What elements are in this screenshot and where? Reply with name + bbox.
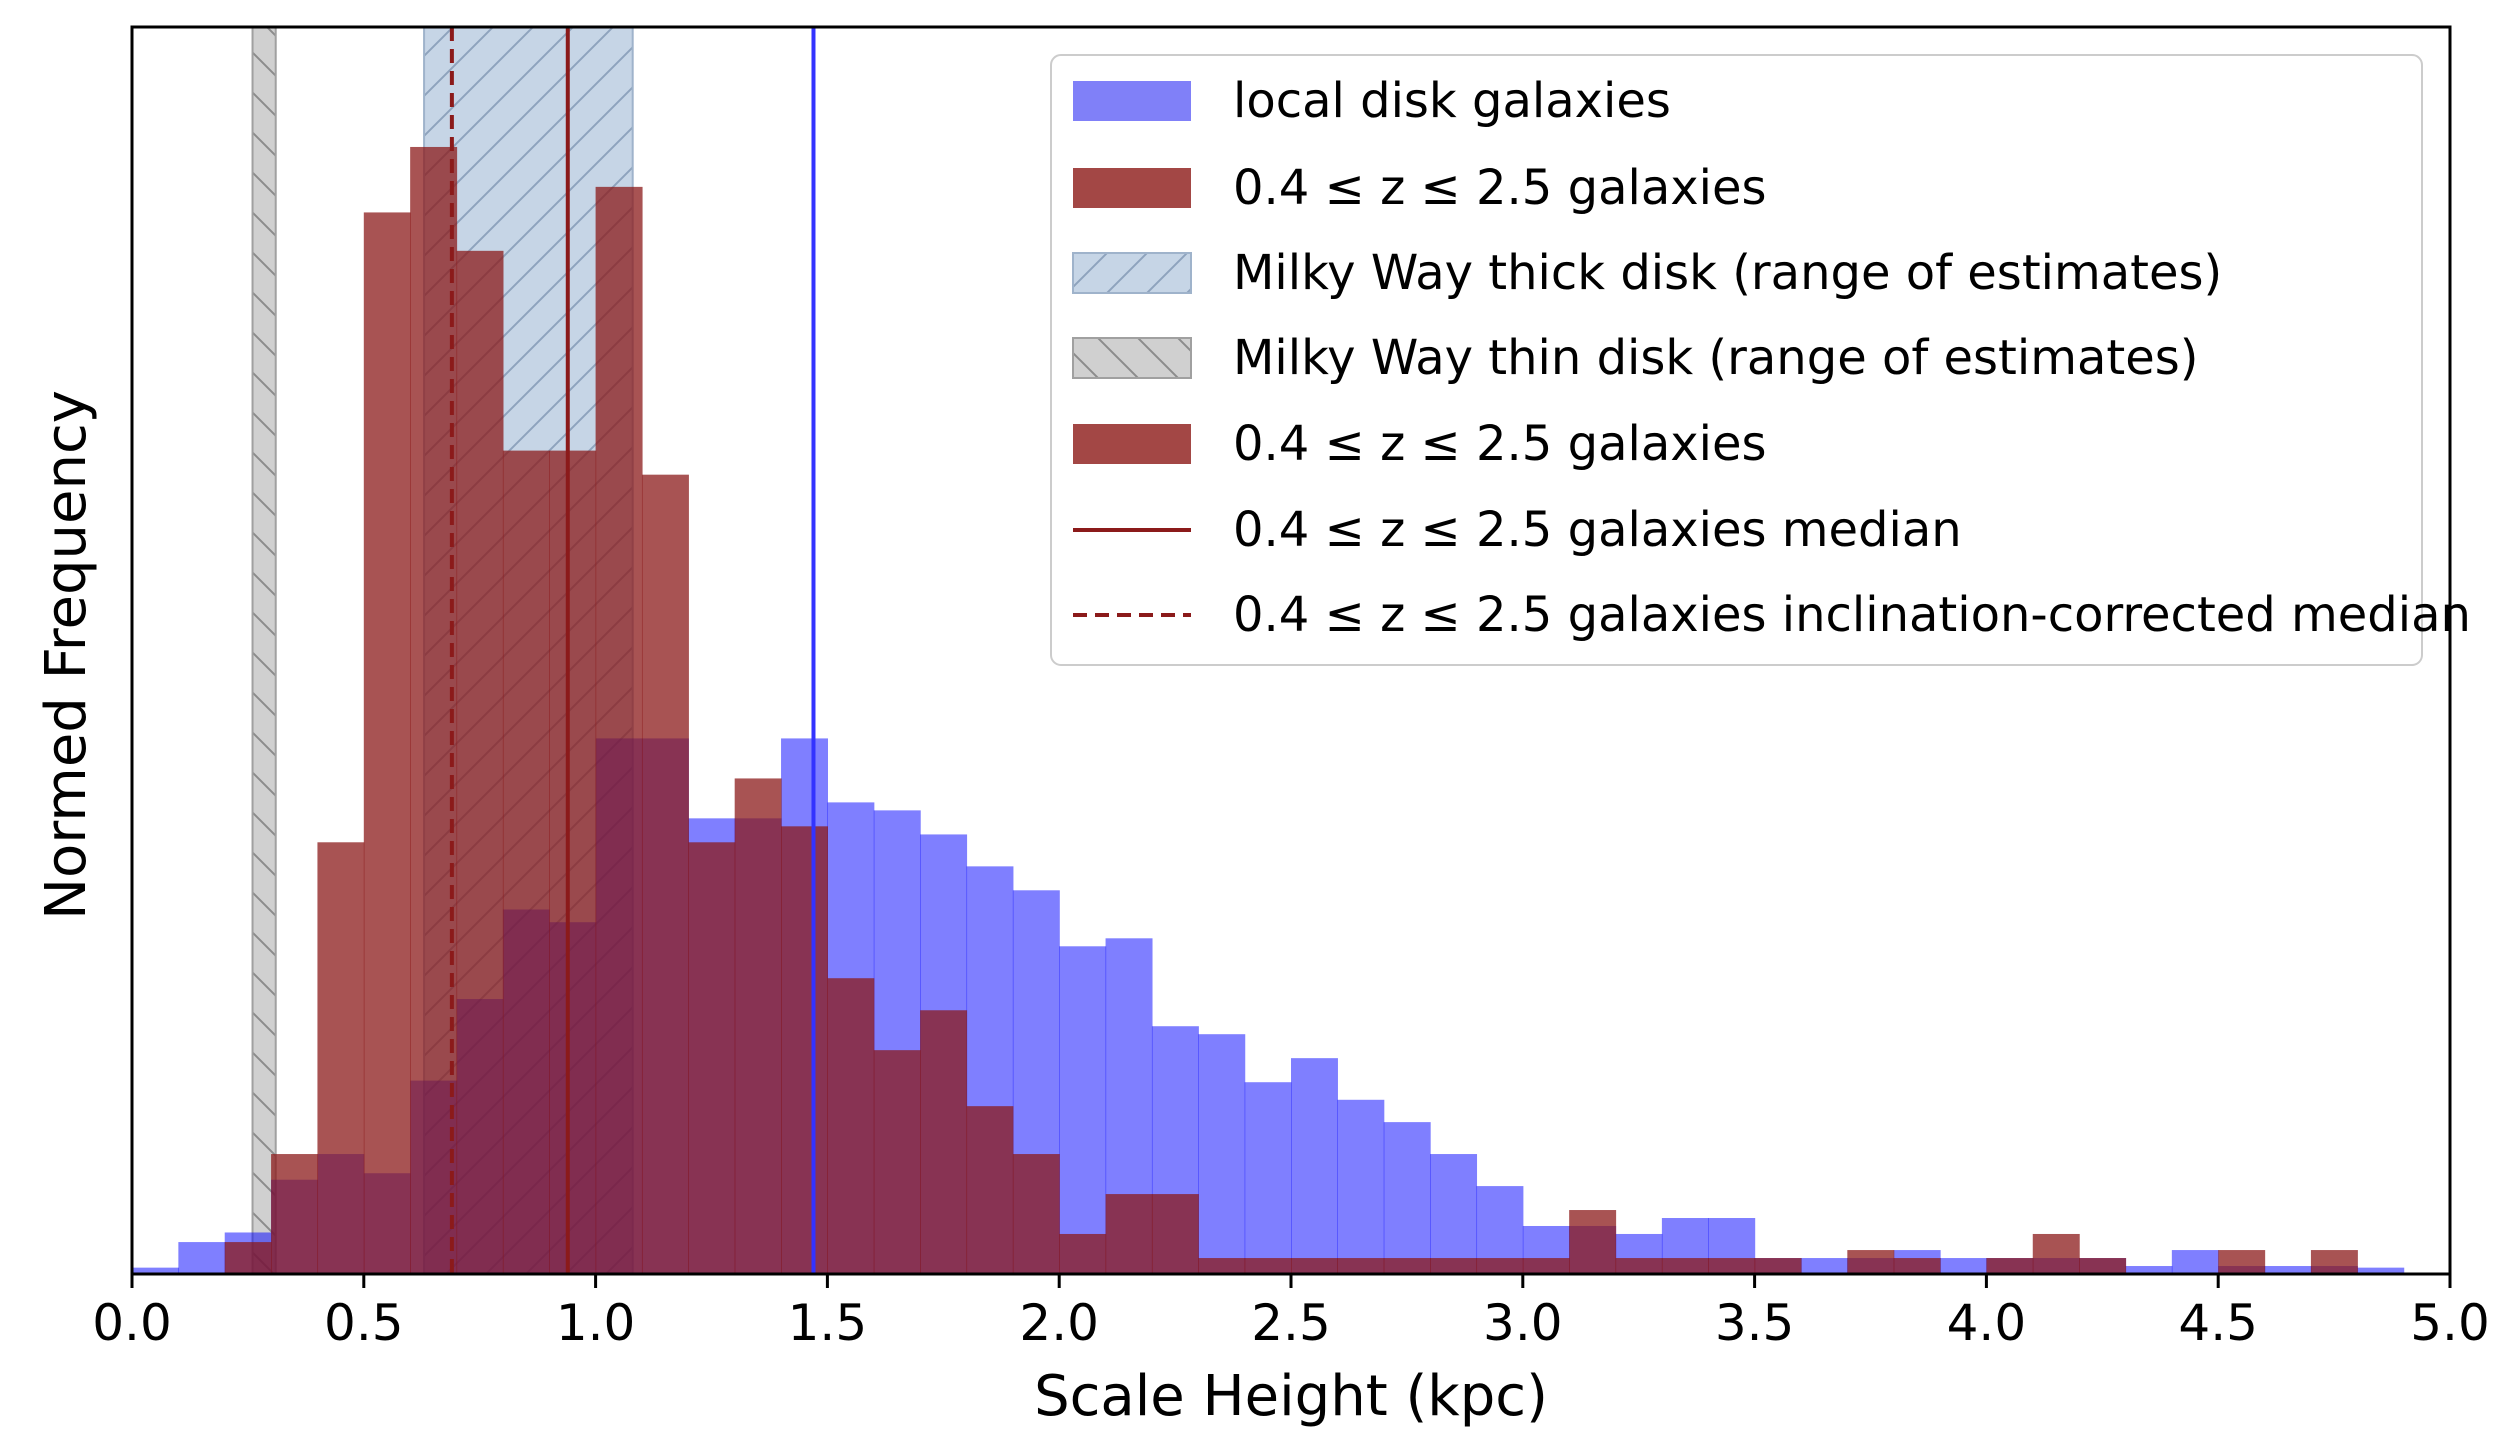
highz-bar bbox=[1569, 1210, 1617, 1274]
highz-bar bbox=[1986, 1258, 2034, 1274]
highz-bar bbox=[1661, 1258, 1709, 1274]
highz-bar bbox=[1476, 1258, 1524, 1274]
highz-bar bbox=[595, 186, 643, 1274]
legend-swatch bbox=[1072, 337, 1192, 379]
legend-label: 0.4 ≤ z ≤ 2.5 galaxies median bbox=[1233, 502, 1962, 558]
local-bar bbox=[1291, 1058, 1338, 1274]
legend-swatch bbox=[1073, 168, 1191, 208]
legend-label: local disk galaxies bbox=[1233, 73, 1671, 129]
x-tick-label: 1.0 bbox=[556, 1294, 636, 1352]
bars-layer bbox=[132, 146, 2405, 1274]
highz-bar bbox=[1893, 1258, 1941, 1274]
x-axis: 0.0 0.5 1.0 1.5 2.0 2.5 3.0 3.5 4.0 4.5 5.0 bbox=[92, 1274, 2490, 1352]
highz-bar bbox=[271, 1154, 319, 1274]
highz-bar bbox=[363, 212, 411, 1274]
x-axis-label: Scale Height (kpc) bbox=[1034, 1364, 1548, 1429]
local-bar bbox=[2264, 1266, 2312, 1274]
x-tick-label: 4.0 bbox=[1947, 1294, 2027, 1352]
legend-box bbox=[1050, 54, 2423, 666]
x-tick-label: 5.0 bbox=[2410, 1294, 2490, 1352]
legend-swatch bbox=[1073, 81, 1191, 121]
highz-bar bbox=[1337, 1258, 1385, 1274]
local-bar bbox=[1800, 1258, 1848, 1274]
highz-bar bbox=[549, 450, 597, 1274]
local-bar bbox=[2125, 1266, 2173, 1274]
highz-bar bbox=[641, 474, 689, 1274]
highz-bar bbox=[1754, 1258, 1802, 1274]
highz-bar bbox=[317, 842, 365, 1274]
x-tick-label: 0.0 bbox=[92, 1294, 172, 1352]
thin-disk-span-hatch bbox=[251, 26, 277, 1275]
legend-label: Milky Way thick disk (range of estimates… bbox=[1233, 245, 2222, 301]
highz-bar bbox=[2032, 1233, 2080, 1274]
highz-bar bbox=[456, 250, 504, 1274]
x-tick-label: 0.5 bbox=[324, 1294, 404, 1352]
highz-bar bbox=[2218, 1250, 2266, 1274]
legend-label: 0.4 ≤ z ≤ 2.5 galaxies bbox=[1233, 416, 1767, 472]
local-bar bbox=[1059, 946, 1107, 1274]
highz-bar bbox=[920, 1010, 968, 1274]
local-bar bbox=[1198, 1034, 1246, 1274]
highz-bar bbox=[1522, 1258, 1570, 1274]
highz-bar bbox=[1847, 1250, 1895, 1274]
highz-bar bbox=[410, 146, 458, 1274]
highz-bar bbox=[1012, 1154, 1060, 1274]
x-tick-label: 2.5 bbox=[1251, 1294, 1331, 1352]
legend-swatch bbox=[1073, 424, 1191, 464]
highz-bar bbox=[1198, 1258, 1246, 1274]
highz-bar bbox=[1430, 1258, 1478, 1274]
highz-bar bbox=[2310, 1250, 2358, 1274]
legend-label: Milky Way thin disk (range of estimates) bbox=[1233, 330, 2198, 386]
highz-bar bbox=[1244, 1258, 1292, 1274]
highz-bar bbox=[873, 1050, 921, 1274]
highz-bar bbox=[1383, 1258, 1431, 1274]
highz-bar bbox=[1615, 1258, 1663, 1274]
local-bar bbox=[1430, 1154, 1478, 1274]
x-tick-label: 3.5 bbox=[1715, 1294, 1795, 1352]
highz-bar bbox=[688, 842, 736, 1274]
highz-bar bbox=[1105, 1194, 1153, 1274]
legend-swatch bbox=[1072, 252, 1192, 294]
median-lines-layer bbox=[449, 27, 816, 1274]
highz-bar bbox=[1708, 1258, 1756, 1274]
x-tick-label: 4.5 bbox=[2178, 1294, 2258, 1352]
local-bar bbox=[2357, 1267, 2405, 1274]
x-tick-label: 2.0 bbox=[1019, 1294, 1099, 1352]
highz-bar bbox=[1291, 1258, 1338, 1274]
x-tick-label: 3.0 bbox=[1483, 1294, 1563, 1352]
legend: local disk galaxies 0.4 ≤ z ≤ 2.5 galaxie… bbox=[1050, 54, 2471, 666]
local-bar bbox=[1244, 1082, 1292, 1274]
local-bar bbox=[178, 1242, 226, 1274]
local-bar bbox=[132, 1267, 179, 1274]
highz-bar bbox=[827, 978, 875, 1274]
y-axis-label: Normed Frequency bbox=[34, 390, 99, 920]
local-bar bbox=[1940, 1258, 1987, 1274]
local-bar bbox=[1383, 1122, 1431, 1274]
legend-label: 0.4 ≤ z ≤ 2.5 galaxies inclination-corre… bbox=[1233, 587, 2471, 643]
highz-bar bbox=[224, 1242, 272, 1274]
highz-bar bbox=[966, 1106, 1014, 1274]
local-bar bbox=[2171, 1250, 2219, 1274]
local-bar bbox=[1337, 1099, 1385, 1274]
x-tick-label: 1.5 bbox=[788, 1294, 868, 1352]
highz-bar bbox=[734, 778, 782, 1274]
highz-bar bbox=[2079, 1258, 2127, 1274]
highz-bar bbox=[502, 450, 550, 1274]
legend-label: 0.4 ≤ z ≤ 2.5 galaxies bbox=[1233, 160, 1767, 216]
highz-bar bbox=[1059, 1233, 1107, 1274]
highz-bar bbox=[781, 826, 828, 1274]
highz-bar bbox=[1151, 1194, 1199, 1274]
